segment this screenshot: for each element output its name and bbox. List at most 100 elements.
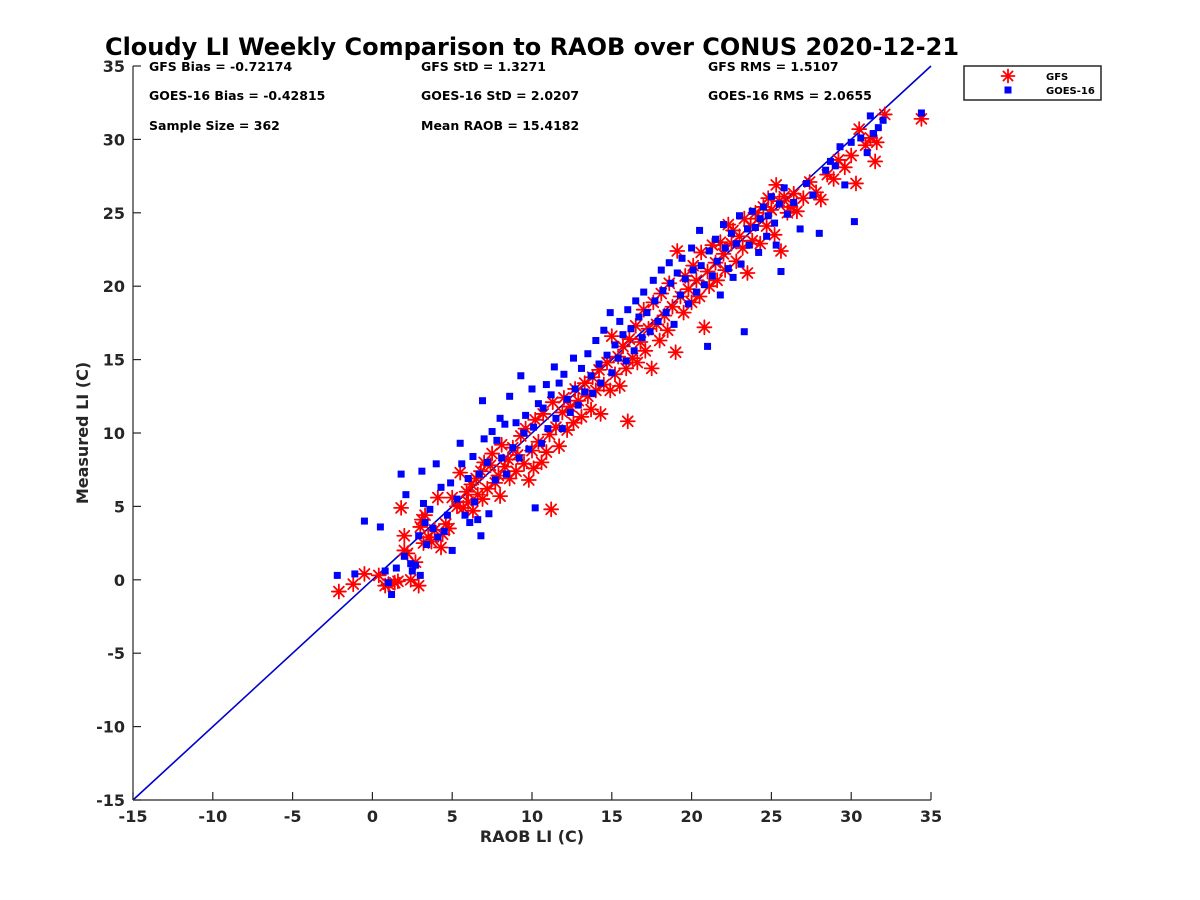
goes16-point <box>469 452 477 460</box>
x-tick-label: -15 <box>119 807 148 826</box>
goes16-point <box>376 523 384 531</box>
goes16-point <box>587 372 595 380</box>
goes16-point <box>790 199 798 207</box>
y-axis-label: Measured LI (C) <box>73 362 92 504</box>
goes16-point <box>577 364 585 372</box>
goes16-point <box>745 241 753 249</box>
goes16-point <box>534 400 542 408</box>
gfs-point <box>330 583 347 600</box>
gfs-point <box>836 159 853 176</box>
goes16-point <box>443 511 451 519</box>
goes16-point <box>772 241 780 249</box>
goes16-point <box>704 342 712 350</box>
goes16-point <box>847 138 855 146</box>
goes16-point <box>558 425 566 433</box>
x-tick-label: 20 <box>680 807 702 826</box>
goes16-point <box>429 524 437 532</box>
gfs-point <box>465 502 481 519</box>
legend-marker-goes-16 <box>1004 86 1012 94</box>
y-tick-label: 10 <box>103 424 125 443</box>
stat-text: GOES-16 Bias = -0.42815 <box>149 88 325 103</box>
goes16-point <box>525 445 533 453</box>
gfs-point <box>458 483 475 500</box>
goes16-point <box>822 166 830 174</box>
goes16-point <box>542 381 550 389</box>
stat-text: GFS StD = 1.3271 <box>421 59 546 74</box>
goes16-point <box>402 491 410 499</box>
goes16-point <box>416 571 424 579</box>
goes16-point <box>461 511 469 519</box>
goes16-point <box>611 341 619 349</box>
goes16-point <box>662 309 670 317</box>
gfs-point <box>396 527 413 544</box>
gfs-point <box>370 567 387 584</box>
stat-text: GFS RMS = 1.5107 <box>708 59 839 74</box>
goes16-point <box>381 567 389 575</box>
goes16-point <box>453 495 461 503</box>
goes16-point <box>763 232 771 240</box>
goes16-point <box>550 363 558 371</box>
gfs-point <box>675 304 692 321</box>
goes16-point <box>767 193 775 201</box>
gfs-point <box>356 566 373 582</box>
goes16-point <box>493 436 501 444</box>
goes16-point <box>595 360 603 368</box>
goes16-point <box>756 215 764 223</box>
gfs-point <box>795 190 812 207</box>
goes16-point <box>614 354 622 362</box>
goes16-point <box>622 357 630 365</box>
goes16-point <box>506 392 514 400</box>
legend-label: GFS <box>1046 72 1068 83</box>
gfs-point <box>402 571 419 588</box>
plot-area <box>132 65 932 801</box>
goes16-point <box>560 370 568 378</box>
goes16-point <box>713 257 721 265</box>
goes16-point <box>566 408 574 416</box>
goes16-point <box>870 130 878 138</box>
goes16-point <box>721 244 729 252</box>
goes16-point <box>764 212 772 220</box>
goes16-point <box>616 317 624 325</box>
goes16-point <box>809 191 817 199</box>
gfs-point <box>868 134 885 151</box>
goes16-point <box>917 109 925 117</box>
gfs-point <box>789 203 805 220</box>
goes16-point <box>836 143 844 151</box>
goes16-point <box>803 179 811 187</box>
gfs-point <box>538 444 555 460</box>
goes16-point <box>688 244 696 252</box>
x-tick-label: -10 <box>198 807 227 826</box>
goes16-point <box>407 560 415 568</box>
x-axis-label: RAOB LI (C) <box>480 827 584 846</box>
x-axis-ticks: -15 -10 -5 0 5 10 15 20 25 30 35 <box>119 792 942 826</box>
goes16-point <box>584 350 592 358</box>
goes16-point <box>667 279 675 287</box>
y-tick-label: -15 <box>96 791 125 810</box>
goes16-point <box>759 203 767 211</box>
goes16-point <box>638 334 646 342</box>
goes16-point <box>724 265 732 273</box>
goes16-point <box>531 504 539 512</box>
gfs-point <box>573 408 590 425</box>
goes16-point <box>649 276 657 284</box>
goes16-point <box>515 454 523 462</box>
gfs-point <box>667 344 684 361</box>
gfs-point <box>611 378 628 394</box>
goes16-point <box>879 116 887 124</box>
goes16-point <box>755 248 763 256</box>
legend-items: GFS GOES-16 <box>1000 68 1095 97</box>
goes16-point <box>392 564 400 572</box>
stat-text: Mean RAOB = 15.4182 <box>421 118 579 133</box>
goes16-point <box>640 288 648 296</box>
goes16-point <box>775 200 783 208</box>
goes16-point <box>509 444 517 452</box>
goes16-point <box>423 541 431 549</box>
gfs-point <box>533 454 550 471</box>
goes16-point <box>471 498 479 506</box>
goes16-point <box>600 326 608 334</box>
gfs-point <box>752 235 769 252</box>
goes16-point <box>411 561 419 569</box>
gfs-point <box>345 576 362 593</box>
goes16-point <box>448 546 456 554</box>
goes16-point <box>603 351 611 359</box>
